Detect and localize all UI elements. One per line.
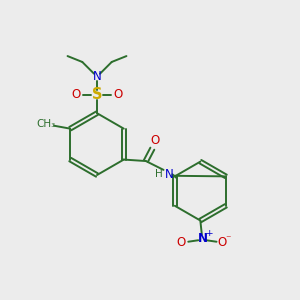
Text: O: O xyxy=(113,88,122,101)
Text: N: N xyxy=(164,168,173,181)
Text: ⁻: ⁻ xyxy=(226,234,231,244)
Text: N: N xyxy=(198,232,208,245)
Text: O: O xyxy=(217,236,226,249)
Text: N: N xyxy=(93,70,101,83)
Text: CH₃: CH₃ xyxy=(36,119,56,129)
Text: S: S xyxy=(92,87,102,102)
Text: H: H xyxy=(155,169,163,179)
Text: O: O xyxy=(71,88,81,101)
Text: O: O xyxy=(176,236,185,249)
Text: O: O xyxy=(150,134,159,147)
Text: +: + xyxy=(206,229,213,238)
